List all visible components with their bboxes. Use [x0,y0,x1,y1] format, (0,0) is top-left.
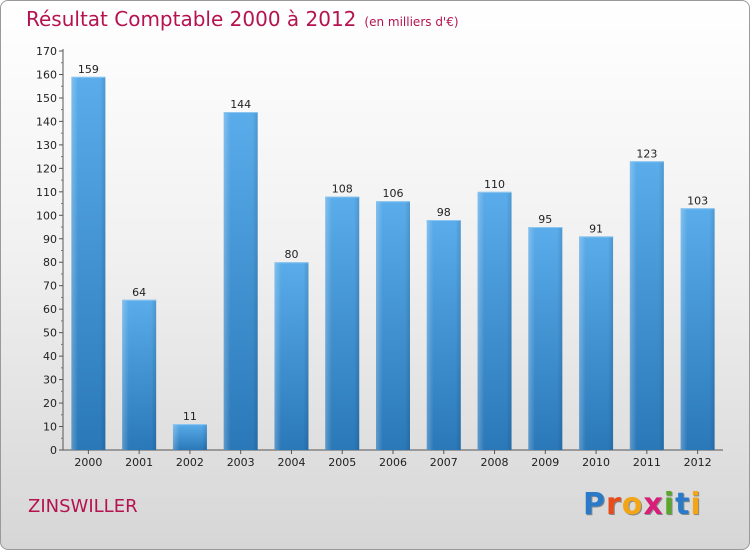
bar-value-label: 144 [230,98,251,111]
y-tick-label: 120 [36,162,57,175]
bar-shade-2011 [629,161,664,450]
logo-letter: i [690,487,702,522]
bar-value-label: 106 [383,187,404,200]
axes: 0 10 20 30 40 50 60 70 80 90 100 110 120 130 140 150 160… [36,45,723,469]
y-tick-label: 140 [36,115,57,128]
y-tick-label: 130 [36,139,57,152]
y-tick-label: 100 [36,209,57,222]
y-tick-label: 20 [43,397,57,410]
x-tick-label: 2000 [74,456,102,469]
bar-value-label: 95 [538,213,552,226]
bar-value-label: 123 [636,147,657,160]
x-tick-label: 2010 [582,456,610,469]
x-tick-label: 2002 [176,456,204,469]
bar-value-label: 91 [589,222,603,235]
y-tick-label: 150 [36,92,57,105]
bars: 159 64 11 144 80 108 106 98 110 95 91 123 103 [71,63,715,450]
bar-value-label: 159 [78,63,99,76]
y-tick-label: 90 [43,233,57,246]
x-tick-label: 2008 [481,456,509,469]
y-tick-label: 170 [36,45,57,58]
y-tick-label: 30 [43,374,57,387]
y-tick-label: 10 [43,421,57,434]
bar-value-label: 80 [284,248,298,261]
bar-value-label: 64 [132,286,146,299]
x-tick-label: 2009 [531,456,559,469]
bar-shade-2004 [274,262,309,450]
y-tick-label: 110 [36,186,57,199]
logo-letter: o [621,487,644,522]
logo-letter: r [606,487,622,522]
bar-shade-2003 [223,112,258,450]
chart-title: Résultat Comptable 2000 à 2012 (en millie… [26,7,459,31]
y-tick-label: 40 [43,350,57,363]
x-tick-label: 2005 [328,456,356,469]
logo-letter: t [675,487,691,522]
bar-shade-2000 [71,76,106,450]
proxiti-logo: Proxiti [583,487,702,522]
bar-shade-2007 [426,219,461,450]
y-tick-label: 50 [43,327,57,340]
bar-shade-2008 [477,191,512,450]
logo-letter: P [583,487,606,522]
chart-subtitle: (en milliers d'€) [364,15,459,29]
x-tick-label: 2004 [277,456,305,469]
bar-shade-2009 [528,227,563,450]
bar-value-label: 110 [484,178,505,191]
bar-value-label: 11 [183,410,197,423]
logo-letter: i [663,487,676,522]
y-tick-label: 80 [43,256,57,269]
bar-value-label: 98 [437,206,451,219]
bar-shade-2005 [325,196,360,450]
y-tick-label: 160 [36,68,57,81]
x-tick-label: 2003 [227,456,255,469]
y-tick-label: 70 [43,280,57,293]
x-tick-label: 2007 [430,456,458,469]
x-tick-label: 2011 [633,456,661,469]
bar-shade-2002 [172,424,207,450]
logo-letter: x [643,487,664,522]
bar-shade-2010 [579,236,614,450]
y-tick-label: 0 [50,444,57,457]
bar-value-label: 103 [687,194,708,207]
chart-title-text: Résultat Comptable 2000 à 2012 [26,7,357,31]
x-tick-label: 2012 [684,456,712,469]
x-tick-label: 2001 [125,456,153,469]
bar-value-label: 108 [332,183,353,196]
commune-name: ZINSWILLER [28,496,138,517]
bar-shade-2001 [122,299,157,450]
bar-shade-2012 [680,208,715,450]
bar-shade-2006 [376,201,410,450]
x-tick-label: 2006 [379,456,407,469]
y-tick-label: 60 [43,303,57,316]
